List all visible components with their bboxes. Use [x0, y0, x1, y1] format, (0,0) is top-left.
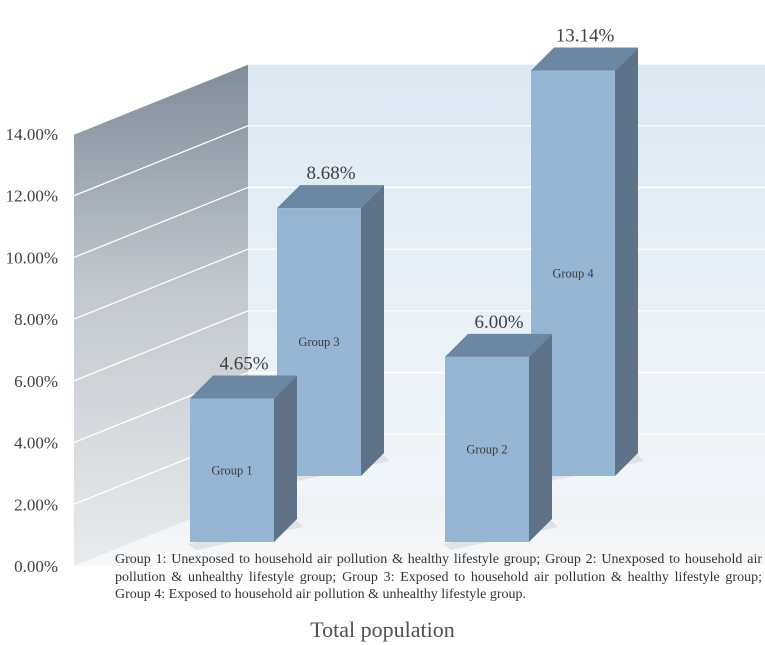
y-tick-label: 4.00% [14, 434, 58, 453]
x-axis-label: Total population [310, 617, 455, 642]
gridline-side [73, 186, 249, 259]
gridline-side [73, 310, 249, 382]
figure-caption: Group 1: Unexposed to household air poll… [115, 552, 762, 602]
bar-value-label: 8.68% [306, 163, 355, 184]
bar-group-2: Group 2 6.00% [443, 312, 558, 550]
bar-side-face [361, 185, 384, 476]
gridline-side [73, 63, 249, 135]
bar-top-face [445, 333, 552, 357]
bar-top-face [531, 47, 638, 71]
chart-walls [74, 64, 765, 566]
bar-group-1: Group 1 4.65% [188, 354, 303, 550]
bar-front-face [190, 398, 274, 542]
y-tick-label: 8.00% [14, 310, 58, 329]
y-axis-ticks: 0.00% 2.00% 4.00% 6.00% 8.00% 10.00% 12.00% 14.… [6, 125, 58, 576]
bar-value-label: 6.00% [474, 312, 523, 333]
bar-side-face [615, 47, 638, 477]
gridline-side [73, 125, 249, 197]
y-tick-label: 12.00% [6, 187, 58, 206]
y-tick-label: 6.00% [14, 372, 58, 391]
bar-category-label: Group 1 [211, 463, 252, 477]
bar-top-face [190, 375, 297, 399]
y-tick-label: 14.00% [6, 125, 58, 144]
bar-category-label: Group 3 [298, 335, 339, 349]
bar-top-face [277, 185, 384, 209]
y-tick-label: 10.00% [6, 248, 58, 267]
bar-category-label: Group 4 [552, 266, 594, 280]
y-tick-label: 2.00% [14, 495, 58, 514]
gridline-side [73, 248, 249, 320]
bar-side-face [529, 333, 552, 542]
bar-side-face [274, 375, 297, 542]
bars: Group 38.68%Group 413.14%Group 14.65%Gro… [188, 26, 644, 550]
y-tick-label: 0.00% [14, 557, 58, 576]
bar-category-label: Group 2 [466, 442, 507, 456]
bar-front-face [445, 356, 529, 542]
bar-value-label: 4.65% [219, 354, 268, 375]
bar-value-label: 13.14% [556, 26, 615, 47]
